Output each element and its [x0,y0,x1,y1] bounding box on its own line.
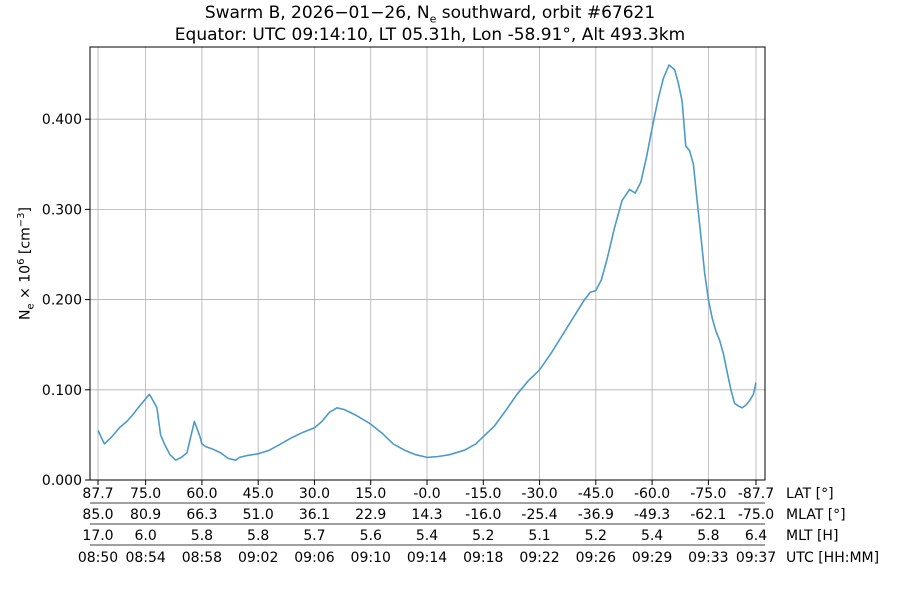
x-tick-label: 09:10 [351,550,391,566]
x-tick-label: 14.3 [411,507,442,523]
x-tick-label: 08:54 [125,550,165,566]
x-tick-label: 15.0 [355,486,386,502]
y-tick-label: 0.200 [42,293,82,309]
x-tick-label: 5.2 [472,528,494,544]
x-tick-label: 30.0 [299,486,330,502]
x-tick-label: -62.1 [690,507,726,523]
y-tick-label: 0.400 [42,112,82,128]
x-row-name: UTC [HH:MM] [786,550,879,566]
plot-frame [89,46,766,481]
x-tick-label: 5.6 [360,528,382,544]
x-tick-label: 45.0 [243,486,274,502]
x-tick-label: 5.8 [697,528,719,544]
x-tick-label: -15.0 [465,486,501,502]
x-tick-label: -45.0 [578,486,614,502]
x-tick-label: 17.0 [82,528,113,544]
x-tick-label: 5.1 [528,528,550,544]
x-tick-label: 5.4 [641,528,663,544]
x-tick-label: 09:06 [294,550,334,566]
x-tick-label: 5.4 [416,528,438,544]
x-tick-label: -75.0 [738,507,774,523]
x-tick-label: -75.0 [690,486,726,502]
x-tick-label: 09:37 [736,550,776,566]
chart-subtitle: Equator: UTC 09:14:10, LT 05.31h, Lon -5… [174,25,686,45]
x-tick-label: -0.0 [413,486,440,502]
x-tick-label: -87.7 [738,486,774,502]
x-tick-label: 08:50 [78,550,118,566]
x-tick-label: 51.0 [243,507,274,523]
x-tick-label: 5.8 [247,528,269,544]
x-tick-label: 87.7 [82,486,113,502]
x-tick-label: -25.4 [521,507,557,523]
x-tick-label: 60.0 [186,486,217,502]
x-tick-label: -36.9 [578,507,614,523]
x-tick-label: 09:33 [688,550,728,566]
x-tick-label: -30.0 [521,486,557,502]
x-tick-label: 09:26 [576,550,616,566]
x-tick-label: 36.1 [299,507,330,523]
y-axis: 0.000 0.100 0.200 0.300 0.400 [42,112,90,489]
x-tick-label: 09:22 [519,550,559,566]
x-tick-label: 22.9 [355,507,386,523]
x-tick-label: 66.3 [186,507,217,523]
y-tick-label: 0.000 [42,473,82,489]
y-tick-label: 0.300 [42,202,82,218]
y-tick-label: 0.100 [42,383,82,399]
chart-title: Swarm B, 2026−01−26, Ne southward, orbit… [204,3,656,26]
x-row-name: MLT [H] [786,528,838,544]
x-row-name: LAT [°] [786,486,834,502]
x-tick-label: -16.0 [465,507,501,523]
x-tick-label: 85.0 [82,507,113,523]
x-axis-rows: 87.7 75.0 60.0 45.0 30.0 15.0 -0.0 -15.0 -30.0 -4… [78,480,879,566]
grid [90,47,765,481]
x-tick-label: 5.2 [585,528,607,544]
x-tick-label: 80.9 [130,507,161,523]
x-tick-label: 6.4 [745,528,767,544]
series-line [97,64,757,461]
x-tick-label: 09:02 [238,550,278,566]
x-tick-label: 75.0 [130,486,161,502]
x-tick-label: 09:18 [463,550,503,566]
x-tick-label: 5.7 [303,528,325,544]
x-row-name: MLAT [°] [786,507,846,523]
series-line-path [97,64,757,461]
y-axis-label: Ne × 106 [cm−3] [16,207,37,320]
x-tick-label: -49.3 [634,507,670,523]
x-tick-label: 09:29 [632,550,672,566]
x-tick-label: -60.0 [634,486,670,502]
x-tick-label: 09:14 [407,550,447,566]
x-tick-label: 5.8 [191,528,213,544]
x-tick-label: 08:58 [182,550,222,566]
x-tick-label: 6.0 [135,528,157,544]
